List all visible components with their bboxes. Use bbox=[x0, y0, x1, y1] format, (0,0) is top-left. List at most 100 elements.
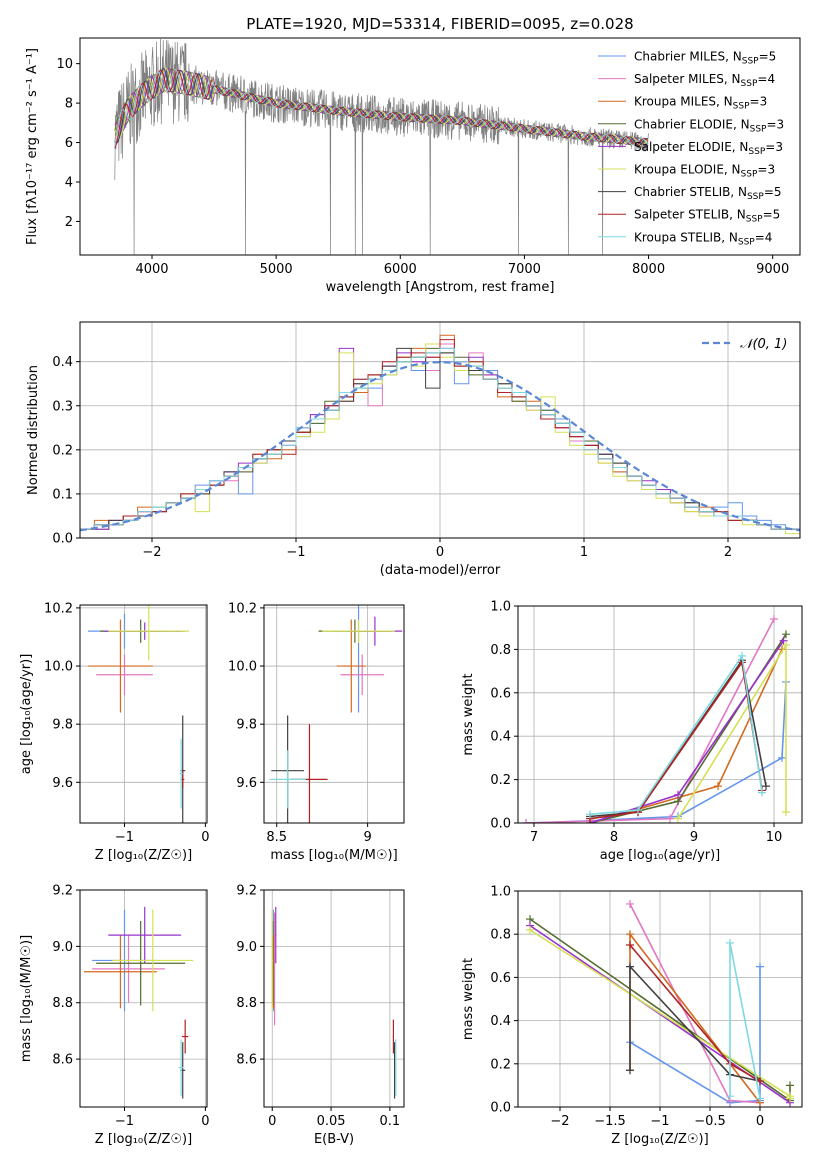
weight-marker bbox=[758, 788, 766, 797]
weight-marker bbox=[626, 899, 634, 908]
y-axis-label: Flux [fλ10⁻¹⁷ erg cm⁻² s⁻¹ A⁻¹] bbox=[25, 48, 40, 245]
x-tick-label: 0 bbox=[201, 1114, 209, 1129]
mass-weight-vs-age-plot-area bbox=[522, 615, 790, 823]
weight-marker bbox=[782, 641, 790, 650]
axes-frame bbox=[79, 889, 208, 1108]
y-tick-label: 0.1 bbox=[52, 487, 73, 502]
legend-value: =3 bbox=[765, 140, 783, 154]
weight-marker bbox=[756, 962, 764, 971]
x-tick-label: 2 bbox=[724, 545, 732, 560]
y-tick-label: 9.0 bbox=[236, 940, 257, 955]
y-tick-label: 0.0 bbox=[52, 532, 73, 547]
y-tick-label: 8 bbox=[65, 97, 73, 112]
data-point bbox=[108, 605, 190, 661]
legend-value: =5 bbox=[759, 50, 777, 64]
data-point bbox=[275, 906, 277, 964]
age-vs-Z-plot-area bbox=[88, 605, 190, 823]
histogram-series bbox=[80, 347, 800, 538]
x-tick-label: 8 bbox=[610, 830, 618, 845]
data-point bbox=[269, 750, 306, 809]
age-vs-mass-chart: 8.5 9 9.6 9.8 10.0 10.2 mass [log₁₀(M/M☉)] bbox=[228, 601, 405, 863]
mass-vs-EBV-plot-area bbox=[271, 906, 397, 1099]
y-axis-label: mass weight bbox=[461, 673, 476, 755]
x-axis-label: mass [log₁₀(M/M☉)] bbox=[270, 848, 397, 863]
y-tick-label: 9.0 bbox=[52, 940, 73, 955]
legend-value: =3 bbox=[750, 95, 768, 109]
weight-marker bbox=[626, 941, 634, 949]
data-point bbox=[112, 909, 194, 1012]
y-tick-label: 1.0 bbox=[490, 600, 511, 615]
weight-marker bbox=[779, 636, 788, 645]
legend-entry-label: Chabrier ELODIE, NSSP=3 bbox=[634, 117, 784, 134]
x-tick-label: −2 bbox=[142, 545, 161, 560]
legend-subscript: SSP bbox=[741, 79, 758, 89]
x-axis-label: Z [log₁₀(Z/Z☉)] bbox=[95, 1132, 192, 1147]
x-axis-label: E(B-V) bbox=[314, 1132, 354, 1147]
data-point bbox=[92, 935, 165, 1003]
weight-series-line bbox=[629, 964, 761, 1082]
weight-marker bbox=[786, 1081, 794, 1090]
axes-frame bbox=[79, 604, 208, 824]
x-tick-label: 0 bbox=[436, 545, 444, 560]
data-point bbox=[178, 1039, 184, 1096]
weight-marker bbox=[526, 925, 534, 934]
weight-marker bbox=[756, 1094, 764, 1103]
weight-marker bbox=[634, 805, 642, 814]
legend-value: =3 bbox=[757, 163, 775, 177]
x-tick-label: 10 bbox=[766, 830, 783, 845]
weight-marker bbox=[726, 938, 734, 947]
x-tick-label: 5000 bbox=[260, 262, 293, 277]
x-tick-label: 7000 bbox=[508, 262, 541, 277]
weight-marker bbox=[778, 753, 786, 762]
mass-weight-vs-age-chart: 7 8 9 10 0.0 0.2 0.4 0.6 0.8 1.0 age [log₁₀(age/yr… bbox=[461, 600, 803, 863]
weight-marker bbox=[522, 819, 530, 823]
legend-value: =4 bbox=[757, 72, 775, 86]
x-axis-label: wavelength [Angstrom, rest frame] bbox=[326, 280, 555, 295]
y-tick-label: 0.2 bbox=[490, 1057, 511, 1072]
weight-marker bbox=[726, 1092, 734, 1101]
age-vs-mass-plot-area bbox=[269, 605, 403, 823]
x-tick-label: 9 bbox=[363, 830, 371, 845]
data-point bbox=[84, 935, 157, 1009]
x-axis-label: age [log₁₀(age/yr)] bbox=[600, 848, 721, 863]
legend-entry-label: Kroupa MILES, NSSP=3 bbox=[634, 95, 767, 112]
x-axis-label: Z [log₁₀(Z/Z☉)] bbox=[611, 1132, 708, 1147]
y-tick-label: 9.2 bbox=[236, 884, 257, 899]
mass-weight-vs-Z-chart: −2 −1.5 −1 −0.5 0 0.0 0.2 0.4 0.6 0.8 1.0 Z [log₁₀(… bbox=[461, 885, 803, 1147]
data-point bbox=[108, 906, 182, 964]
age-vs-Z-chart: −1 0 9.6 9.8 10.0 10.2 Z [log₁₀(Z/Z☉)] age [log… bbox=[19, 601, 210, 863]
x-tick-label: 6000 bbox=[384, 262, 417, 277]
y-tick-label: 0.0 bbox=[490, 817, 511, 832]
x-tick-label: 0.1 bbox=[380, 1114, 401, 1129]
weight-marker bbox=[674, 790, 682, 799]
legend-entry-label: 𝒩(0, 1) bbox=[740, 337, 787, 352]
y-axis-label: Normed distribution bbox=[26, 365, 41, 495]
legend-subscript: SSP bbox=[750, 124, 767, 134]
weight-marker bbox=[782, 630, 790, 639]
legend-subscript: SSP bbox=[738, 237, 755, 247]
legend-entry-label: Chabrier MILES, NSSP=5 bbox=[634, 50, 776, 67]
data-point bbox=[96, 654, 153, 696]
legend-subscript: SSP bbox=[747, 192, 764, 202]
y-tick-label: 0.2 bbox=[52, 443, 73, 458]
y-tick-label: 0.8 bbox=[490, 643, 511, 658]
x-tick-label: 7 bbox=[530, 830, 538, 845]
x-tick-label: 9000 bbox=[756, 262, 789, 277]
y-tick-label: 10.0 bbox=[44, 660, 73, 675]
x-axis-label: Z [log₁₀(Z/Z☉)] bbox=[95, 848, 192, 863]
x-tick-label: 0 bbox=[201, 830, 209, 845]
weight-series-line bbox=[589, 653, 763, 816]
legend-entry-label: Salpeter ELODIE, NSSP=3 bbox=[634, 140, 783, 157]
y-tick-label: 9.6 bbox=[236, 776, 257, 791]
y-tick-label: 9.8 bbox=[52, 718, 73, 733]
x-tick-label: 4000 bbox=[135, 262, 168, 277]
weight-marker bbox=[782, 808, 790, 817]
data-point bbox=[88, 619, 153, 713]
weight-series-line bbox=[629, 944, 761, 1082]
data-point bbox=[181, 1019, 189, 1054]
y-axis-label: age [log₁₀(age/yr)] bbox=[19, 654, 34, 775]
gaussian-curve bbox=[80, 360, 800, 532]
x-tick-label: 0 bbox=[268, 1114, 276, 1129]
x-tick-label: −1 bbox=[115, 1114, 134, 1129]
